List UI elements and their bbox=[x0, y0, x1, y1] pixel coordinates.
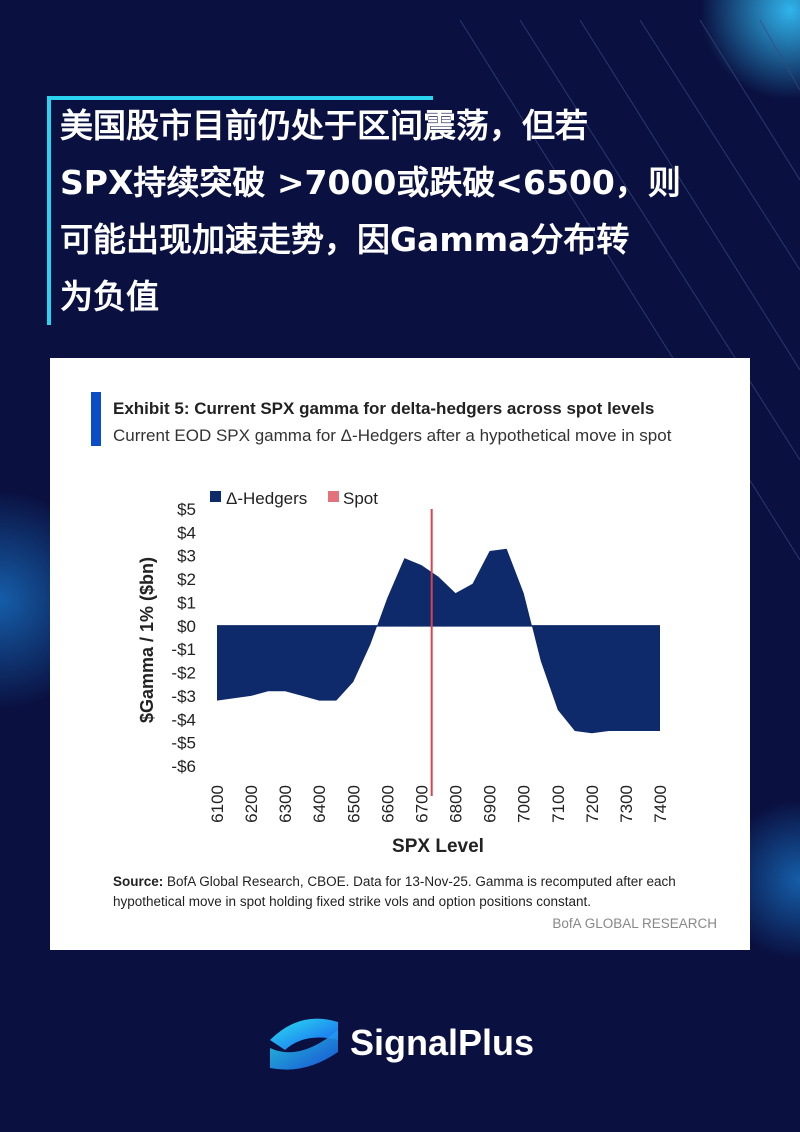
headline-bar bbox=[47, 96, 433, 100]
x-tick-label: 6800 bbox=[447, 785, 466, 823]
x-tick-label: 6400 bbox=[310, 785, 329, 823]
logo-icon bbox=[270, 1018, 338, 1070]
x-tick-label: 6700 bbox=[412, 785, 431, 823]
chart-title: Exhibit 5: Current SPX gamma for delta-h… bbox=[113, 399, 654, 418]
x-tick-label: 6200 bbox=[242, 785, 261, 823]
y-tick-label: $1 bbox=[177, 593, 196, 612]
headline: SPX持续突破 >7000或跌破<6500，则 bbox=[60, 163, 681, 202]
y-tick-label: -$3 bbox=[171, 687, 196, 706]
x-tick-label: 7200 bbox=[583, 785, 602, 823]
source: Source: BofA Global Research, CBOE. Data… bbox=[113, 874, 676, 889]
y-tick-label: $2 bbox=[177, 570, 196, 589]
x-tick-label: 6900 bbox=[481, 785, 500, 823]
y-tick-label: -$2 bbox=[171, 664, 196, 683]
legend-label: Δ-Hedgers bbox=[226, 489, 307, 508]
y-tick-label: $3 bbox=[177, 547, 196, 566]
area bbox=[217, 548, 660, 734]
y-tick-label: -$4 bbox=[171, 710, 196, 729]
x-axis-label: SPX Level bbox=[392, 836, 484, 857]
brand: SignalPlus bbox=[350, 1022, 534, 1063]
x-tick-label: 7300 bbox=[617, 785, 636, 823]
y-tick-label: -$1 bbox=[171, 640, 196, 659]
glow bbox=[700, 0, 800, 100]
source-text: BofA Global Research, CBOE. Data for 13-… bbox=[163, 874, 675, 889]
y-tick-label: $4 bbox=[177, 523, 196, 542]
x-tick-label: 6300 bbox=[276, 785, 295, 823]
x-tick-label: 7100 bbox=[549, 785, 568, 823]
x-tick-label: 7400 bbox=[651, 785, 670, 823]
x-tick-label: 6100 bbox=[208, 785, 227, 823]
chart-subtitle: Current EOD SPX gamma for Δ-Hedgers afte… bbox=[113, 426, 672, 445]
headline-bar bbox=[47, 96, 51, 325]
credit: BofA GLOBAL RESEARCH bbox=[552, 916, 717, 931]
title-bar bbox=[91, 392, 101, 446]
source-label: Source: bbox=[113, 874, 163, 889]
legend-swatch bbox=[328, 491, 339, 502]
x-tick-label: 6500 bbox=[344, 785, 363, 823]
legend-label: Spot bbox=[343, 489, 378, 508]
legend-swatch bbox=[210, 491, 221, 502]
y-tick-label: -$6 bbox=[171, 757, 196, 776]
x-tick-label: 6600 bbox=[378, 785, 397, 823]
y-axis-label: $Gamma / 1% ($bn) bbox=[137, 557, 157, 723]
y-tick-label: -$5 bbox=[171, 734, 196, 753]
headline: 美国股市目前仍处于区间震荡，但若 bbox=[60, 106, 588, 145]
y-tick-label: $0 bbox=[177, 617, 196, 636]
headline: 为负值 bbox=[60, 277, 159, 316]
source-text: hypothetical move in spot holding fixed … bbox=[113, 894, 591, 909]
headline: 可能出现加速走势，因Gamma分布转 bbox=[60, 220, 629, 259]
x-tick-label: 7000 bbox=[515, 785, 534, 823]
y-tick-label: $5 bbox=[177, 500, 196, 519]
